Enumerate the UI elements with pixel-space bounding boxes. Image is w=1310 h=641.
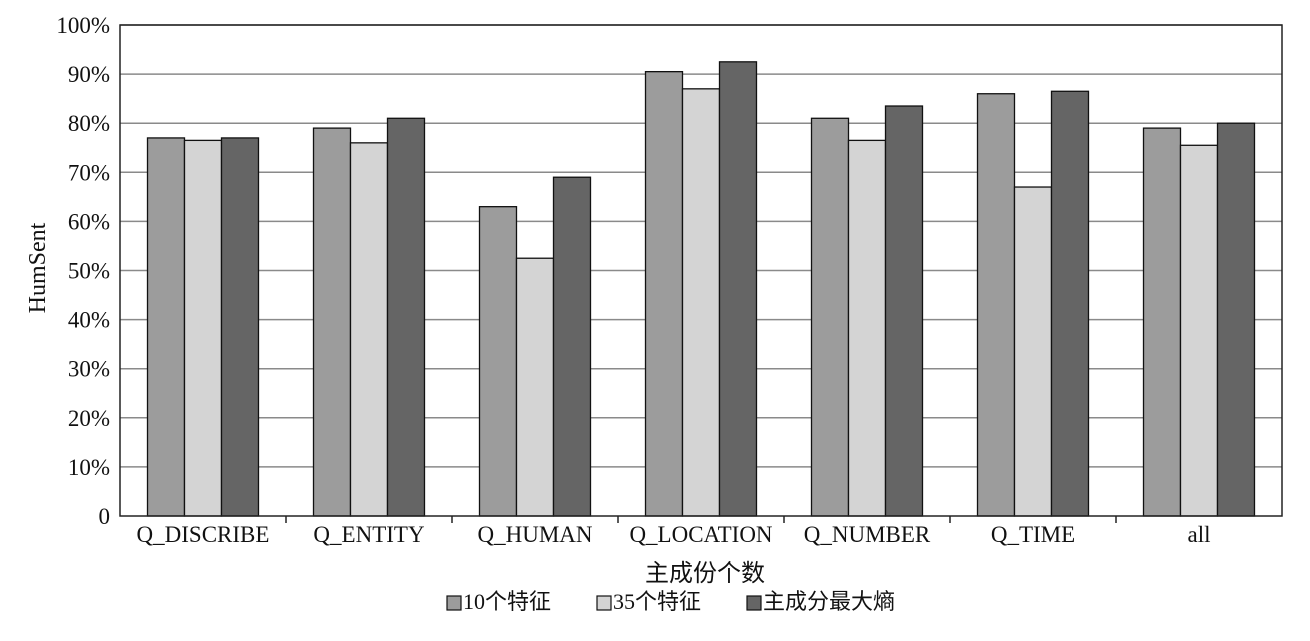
- y-tick-label: 10%: [68, 455, 110, 480]
- legend-label: 主成分最大熵: [763, 589, 895, 614]
- legend-label: 35个特征: [613, 589, 701, 614]
- legend-swatch: [746, 595, 762, 611]
- legend: 10个特征 35个特征 主成分最大熵: [446, 589, 895, 614]
- bar: [1216, 122, 1256, 517]
- bar: [515, 257, 555, 517]
- bar: [146, 137, 186, 517]
- bar: [1179, 144, 1219, 517]
- bar: [478, 206, 518, 517]
- bar: [220, 137, 260, 517]
- y-tick-labels: 0 10% 20% 30% 40% 50% 60% 70% 80% 90% 100%: [56, 13, 110, 529]
- bar: [976, 93, 1016, 517]
- bar: [718, 61, 758, 517]
- y-tick-label: 70%: [68, 160, 110, 185]
- y-tick-label: 100%: [56, 13, 110, 38]
- x-tick-label: Q_HUMAN: [478, 522, 593, 547]
- y-axis-label: HumSent: [25, 222, 51, 313]
- x-tick-label: Q_DISCRIBE: [137, 522, 270, 547]
- bar: [1013, 186, 1053, 517]
- bar: [349, 142, 389, 517]
- legend-swatch: [446, 595, 462, 611]
- x-tick-label: Q_LOCATION: [629, 522, 772, 547]
- x-tick-label: Q_TIME: [991, 522, 1075, 547]
- bar: [183, 139, 223, 517]
- x-tick-label: Q_ENTITY: [313, 522, 425, 547]
- y-tick-label: 30%: [68, 357, 110, 382]
- legend-swatch: [596, 595, 612, 611]
- bar: [847, 139, 887, 517]
- bar: [552, 176, 592, 517]
- y-tick-label: 80%: [68, 111, 110, 136]
- bar: [810, 117, 850, 517]
- y-tick-label: 60%: [68, 209, 110, 234]
- x-axis-label: 主成份个数: [645, 560, 765, 587]
- bars: [146, 61, 1256, 517]
- x-tick-labels: Q_DISCRIBE Q_ENTITY Q_HUMAN Q_LOCATION Q_NUM…: [137, 522, 1211, 547]
- bar: [312, 127, 352, 517]
- bar: [1050, 90, 1090, 517]
- x-tick-label: all: [1188, 522, 1211, 547]
- legend-label: 10个特征: [463, 589, 551, 614]
- y-tick-label: 40%: [68, 308, 110, 333]
- bar: [386, 117, 426, 517]
- y-tick-label: 50%: [68, 259, 110, 284]
- axes: [119, 24, 1283, 523]
- plot-frame: [119, 24, 1283, 517]
- bar: [1142, 127, 1182, 517]
- x-tick-label: Q_NUMBER: [804, 522, 931, 547]
- bar: [644, 70, 684, 517]
- bar: [681, 88, 721, 517]
- y-tick-label: 20%: [68, 406, 110, 431]
- y-tick-label: 0: [99, 504, 111, 529]
- y-tick-label: 90%: [68, 62, 110, 87]
- bar: [884, 105, 924, 517]
